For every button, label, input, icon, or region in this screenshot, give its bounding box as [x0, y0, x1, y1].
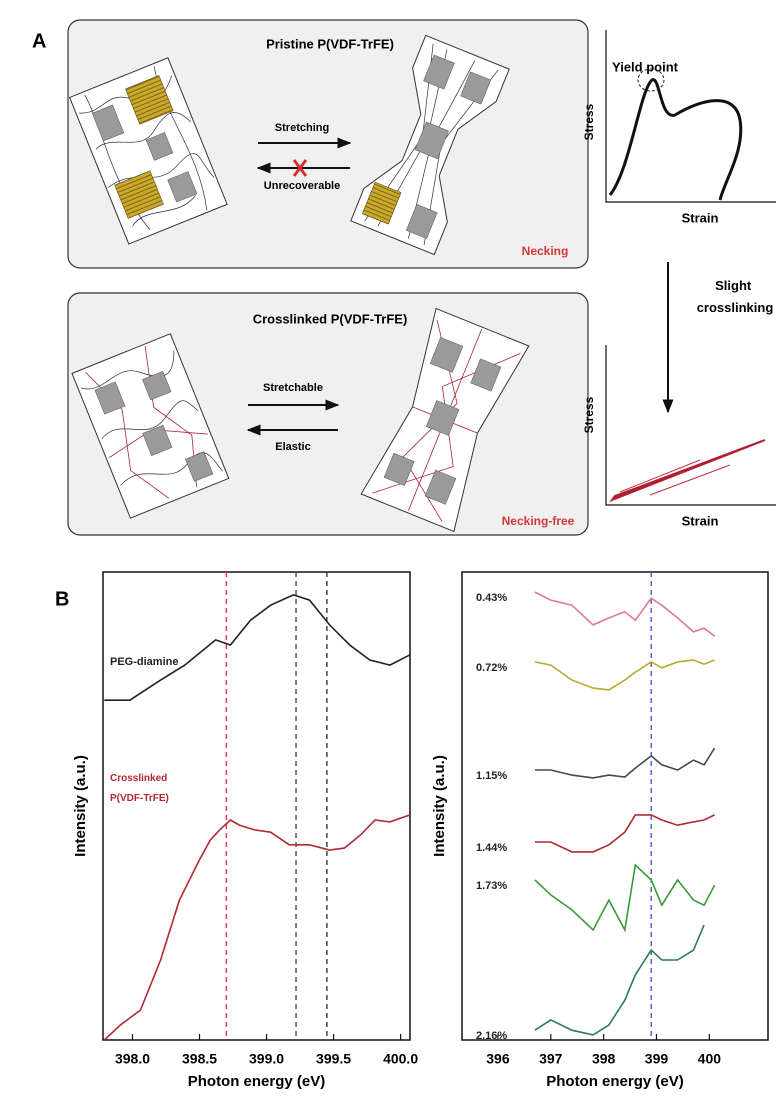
- x-tick-label: 398.0: [115, 1051, 150, 1067]
- x-axis-label: Photon energy (eV): [188, 1073, 326, 1090]
- series-line: [535, 815, 715, 852]
- series-label: Crosslinked P(VDF-TrFE): [110, 773, 170, 804]
- axis-label: Stress: [582, 396, 596, 433]
- series-label: 0.43%: [476, 592, 507, 604]
- series-label: 1.15%: [476, 770, 507, 782]
- arrow-label: Elastic: [275, 441, 310, 453]
- curve-bottom: Stress Strain: [582, 345, 776, 528]
- x-axis-label: Photon energy (eV): [546, 1073, 684, 1090]
- axis-label: Strain: [682, 210, 719, 225]
- arrow-label: Stretchable: [263, 382, 323, 394]
- x-tick-label: 399: [645, 1051, 669, 1067]
- panel-label: A: [32, 30, 46, 52]
- charts: 398.0 398.5 399.0 399.5 400.0 Photon energy (…: [72, 572, 768, 1090]
- panel-label: B: [55, 588, 69, 610]
- series-line: [535, 592, 715, 636]
- x-tick-label: 398: [592, 1051, 616, 1067]
- x-tick-label: 396: [486, 1051, 510, 1067]
- series-line: [535, 865, 715, 930]
- axis-label: Stress: [582, 103, 596, 140]
- plot-frame: [462, 572, 768, 1040]
- y-axis-label: Intensity (a.u.): [72, 755, 89, 857]
- y-axis-label: Intensity (a.u.): [431, 755, 448, 857]
- axis-label: Strain: [682, 513, 719, 528]
- curve-top: Yield point Stress Strain: [582, 30, 776, 225]
- arrow-label: Unrecoverable: [264, 180, 340, 192]
- result-label: Necking: [522, 244, 569, 258]
- series-line: [535, 660, 715, 690]
- series-line: [535, 925, 704, 1035]
- transition-label: Slight crosslinking: [697, 278, 774, 315]
- series-label: 1.44%: [476, 842, 507, 854]
- x-tick-label: 399.5: [316, 1051, 351, 1067]
- series-line: [104, 815, 410, 1040]
- x-tick-label: 400: [698, 1051, 722, 1067]
- series-label: 1.73%: [476, 880, 507, 892]
- series-label: 0.72%: [476, 662, 507, 674]
- box-title: Pristine P(VDF-TrFE): [266, 36, 394, 51]
- annotation: Yield point: [612, 59, 679, 74]
- series-label: 2.16%: [476, 1030, 507, 1042]
- arrow-label: Stretching: [275, 122, 329, 134]
- plot-frame: [103, 572, 410, 1040]
- x-tick-label: 398.5: [182, 1051, 217, 1067]
- x-tick-label: 397: [539, 1051, 563, 1067]
- series-label: PEG-diamine: [110, 656, 178, 668]
- x-tick-label: 399.0: [249, 1051, 284, 1067]
- box-title: Crosslinked P(VDF-TrFE): [253, 311, 408, 326]
- figure: A Pristine P(VDF-TrFE) Stretching Unreco…: [0, 0, 782, 1096]
- result-label: Necking-free: [502, 514, 575, 528]
- series-line: [535, 748, 715, 778]
- series-line: [104, 595, 410, 700]
- x-tick-label: 400.0: [383, 1051, 418, 1067]
- top-box: Pristine P(VDF-TrFE) Stretching Unrecove…: [68, 20, 588, 268]
- bottom-box: Crosslinked P(VDF-TrFE) Stretchable Elas…: [68, 293, 588, 535]
